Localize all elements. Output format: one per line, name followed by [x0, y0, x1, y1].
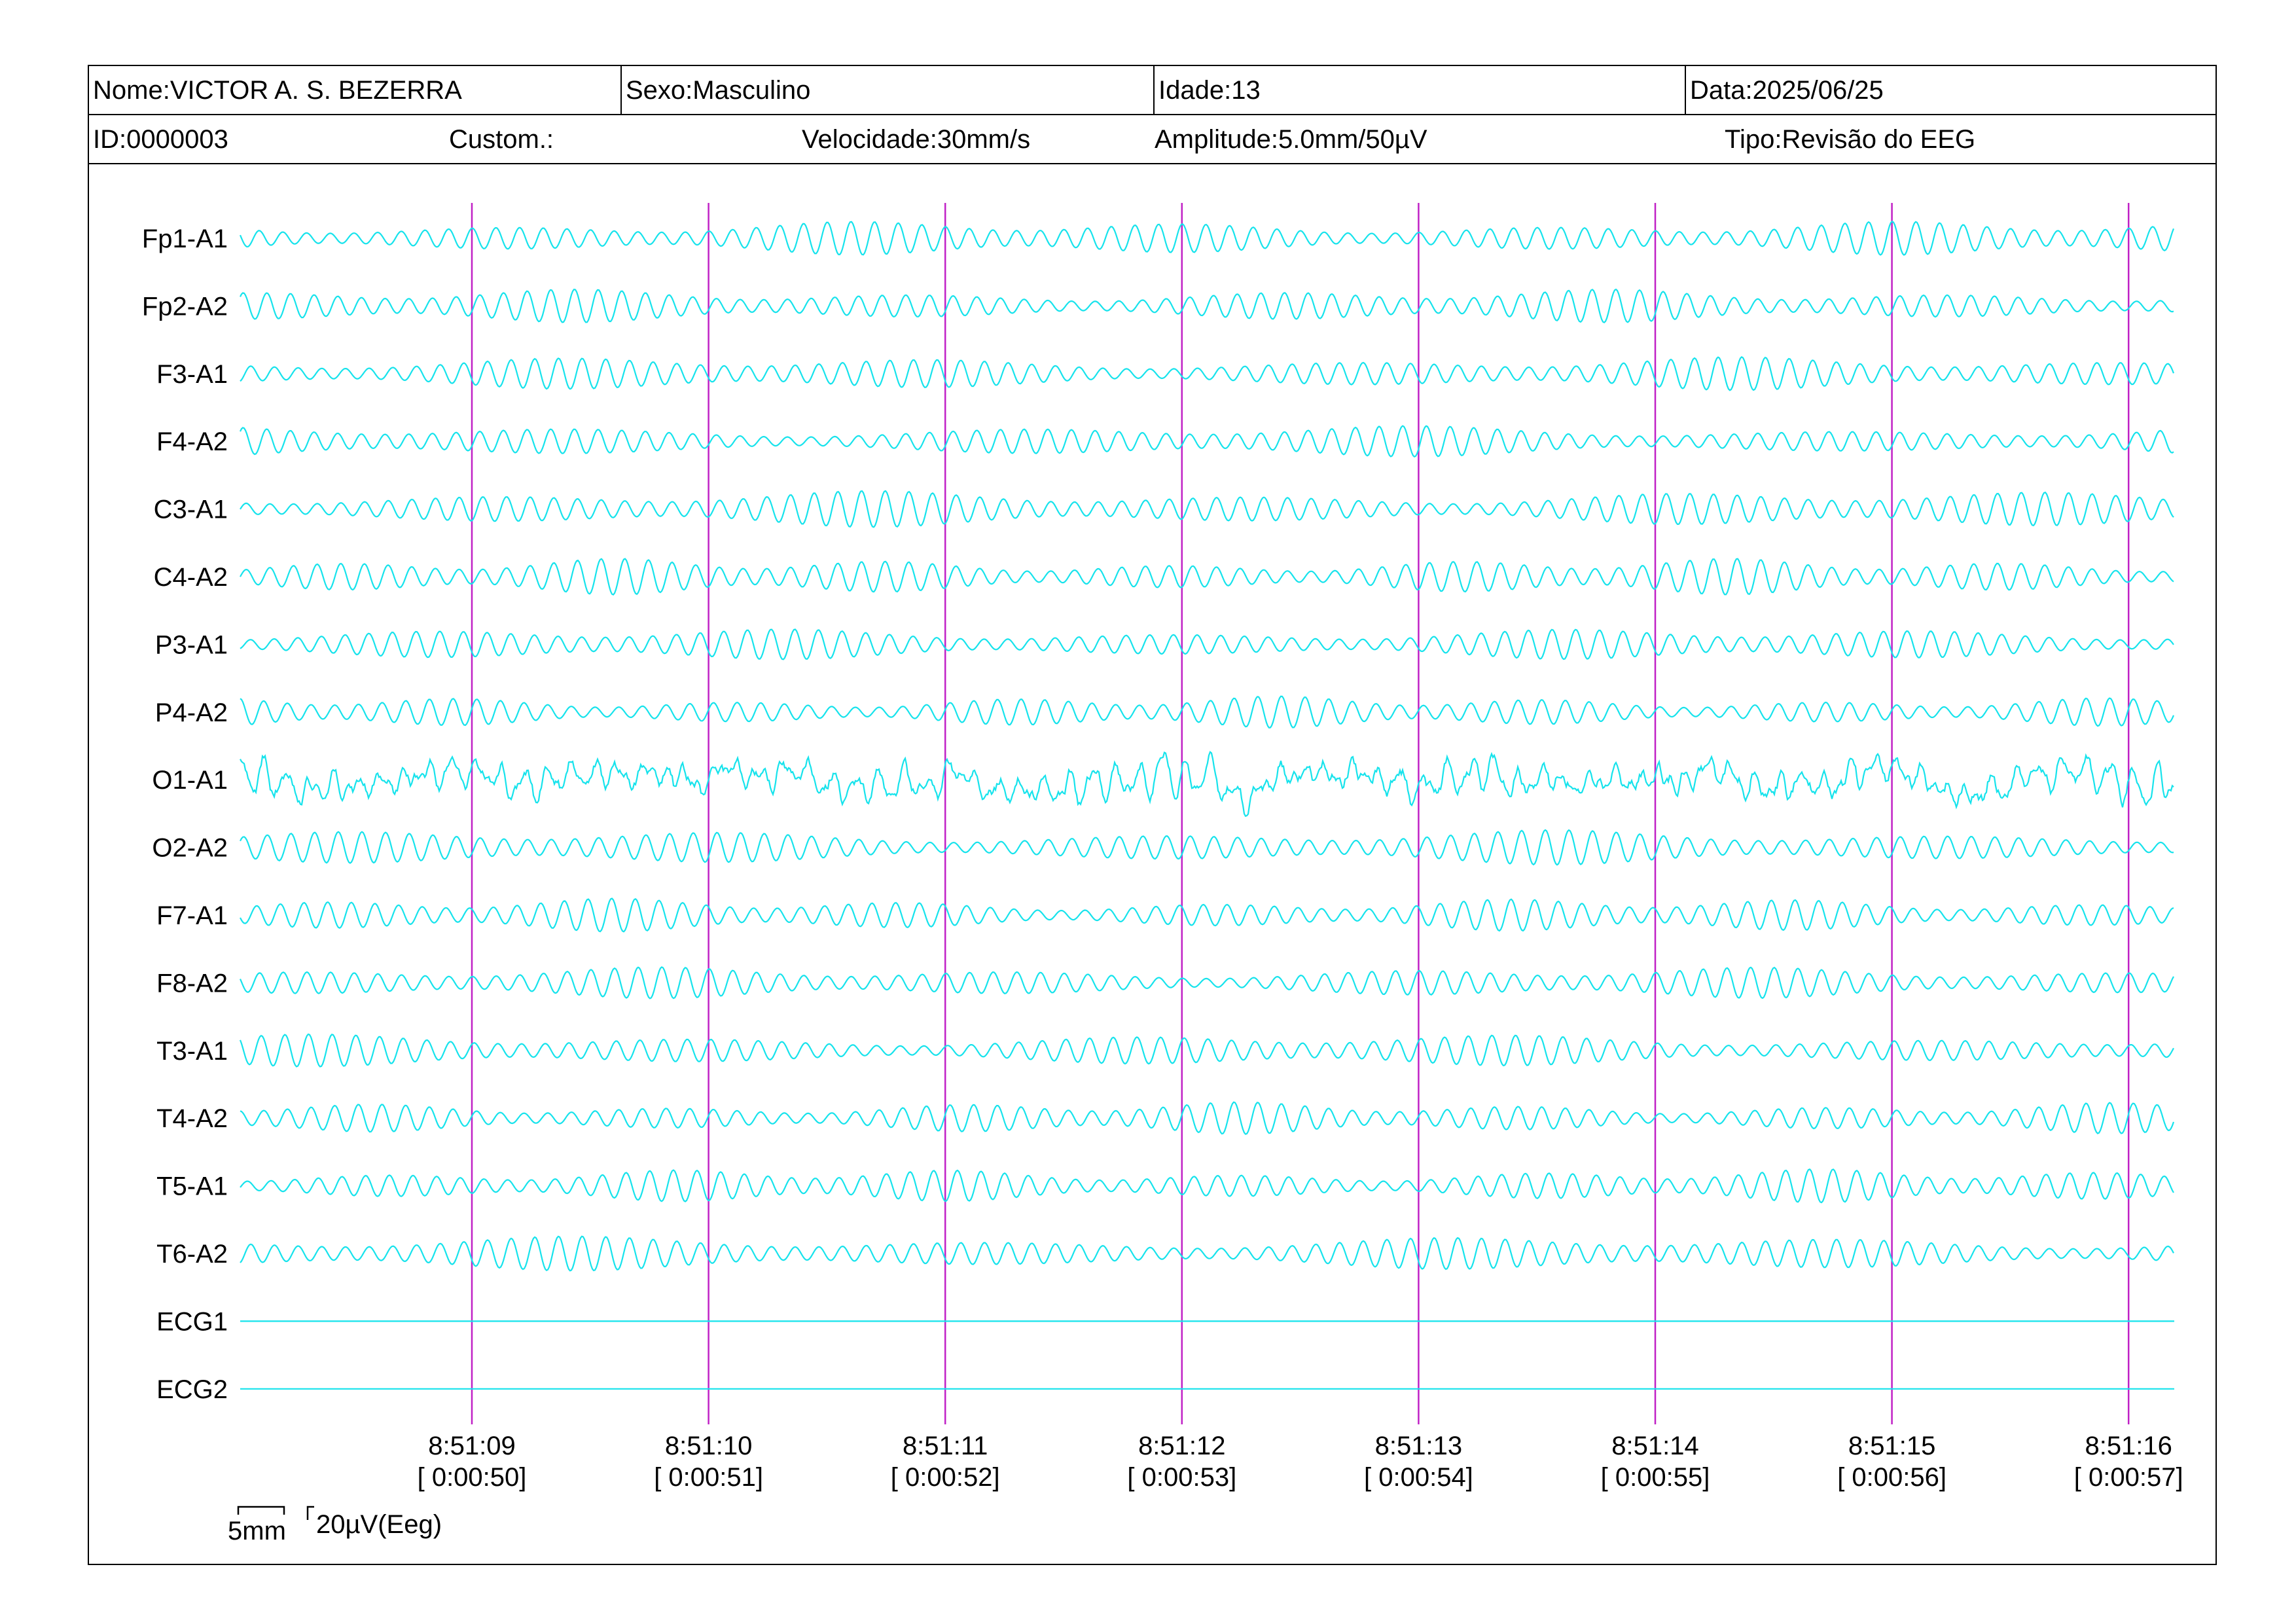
- time-clock-label: 8:51:16: [2085, 1432, 2172, 1460]
- channel-label: C4-A2: [154, 563, 228, 592]
- channel-label: O1-A1: [152, 766, 228, 795]
- record-type: Tipo:Revisão do EEG: [1725, 125, 1976, 154]
- patient-sex: Sexo:Masculino: [620, 66, 1153, 114]
- channel-label: O2-A2: [152, 834, 228, 863]
- eeg-trace: [240, 750, 2174, 818]
- patient-id: ID:0000003: [93, 125, 228, 154]
- time-elapsed-label: [ 0:00:53]: [1127, 1463, 1236, 1492]
- time-elapsed-label: [ 0:00:56]: [1837, 1463, 1946, 1492]
- eeg-report: Nome:VICTOR A. S. BEZERRA Sexo:Masculino…: [88, 65, 2217, 1565]
- channel-label: F4-A2: [156, 427, 228, 456]
- time-scale-label: 5mm: [228, 1517, 286, 1545]
- time-labels: 8:51:09 [ 0:00:50] 8:51:10 [ 0:00:51] 8:51:1…: [418, 1432, 2183, 1492]
- eeg-traces: [239, 220, 2175, 1390]
- exam-date: Data:2025/06/25: [1685, 66, 2215, 114]
- channel-label: ECG1: [156, 1307, 228, 1336]
- eeg-trace: [240, 425, 2174, 458]
- eeg-trace: [240, 695, 2175, 729]
- eeg-trace: [240, 558, 2174, 596]
- time-elapsed-label: [ 0:00:50]: [418, 1463, 527, 1492]
- time-elapsed-label: [ 0:00:57]: [2074, 1463, 2183, 1492]
- eeg-trace: [240, 356, 2175, 391]
- time-clock-label: 8:51:15: [1848, 1432, 1935, 1460]
- time-clock-label: 8:51:09: [428, 1432, 515, 1460]
- channel-label: P3-A1: [155, 630, 228, 659]
- channel-labels: Fp1-A1 Fp2-A2 F3-A1 F4-A2 C3-A1 C4-A2 P3-A1 P4-…: [142, 225, 228, 1404]
- scale-bar: 5mm 20µV(Eeg): [228, 1506, 442, 1545]
- time-elapsed-label: [ 0:00:54]: [1364, 1463, 1473, 1492]
- time-clock-label: 8:51:10: [665, 1432, 752, 1460]
- channel-label: Fp2-A2: [142, 292, 228, 321]
- time-elapsed-label: [ 0:00:52]: [891, 1463, 1000, 1492]
- time-scale-bracket: [237, 1506, 285, 1515]
- eeg-trace: [240, 1235, 2174, 1272]
- eeg-trace: [240, 628, 2174, 660]
- channel-label: T6-A2: [156, 1240, 228, 1269]
- eeg-trace: [240, 490, 2174, 528]
- patient-age: Idade:13: [1153, 66, 1685, 114]
- time-clock-label: 8:51:13: [1375, 1432, 1462, 1460]
- eeg-trace: [240, 1101, 2175, 1135]
- eeg-trace: [240, 1168, 2174, 1204]
- channel-label: P4-A2: [155, 698, 228, 727]
- eeg-trace: [239, 1033, 2174, 1068]
- time-markers: [471, 203, 2130, 1424]
- patient-name: Nome:VICTOR A. S. BEZERRA: [93, 76, 462, 105]
- channel-label: C3-A1: [154, 496, 228, 524]
- time-clock-label: 8:51:14: [1611, 1432, 1698, 1460]
- time-clock-label: 8:51:11: [903, 1432, 988, 1460]
- custom-field: Custom.:: [449, 125, 554, 154]
- channel-label: T4-A2: [156, 1104, 228, 1133]
- amplitude-scale-label: 20µV(Eeg): [316, 1510, 442, 1539]
- eeg-trace: [240, 288, 2174, 324]
- channel-label: F8-A2: [156, 969, 228, 998]
- channel-label: ECG2: [156, 1375, 228, 1404]
- time-elapsed-label: [ 0:00:55]: [1601, 1463, 1710, 1492]
- channel-label: T5-A1: [156, 1172, 228, 1201]
- sweep-speed: Velocidade:30mm/s: [802, 125, 1031, 154]
- amplitude-setting: Amplitude:5.0mm/50µV: [1155, 125, 1427, 154]
- eeg-trace: [240, 829, 2174, 866]
- amplitude-scale-bracket: [306, 1506, 314, 1520]
- eeg-trace: [240, 897, 2174, 933]
- time-elapsed-label: [ 0:00:51]: [654, 1463, 763, 1492]
- channel-label: F3-A1: [156, 360, 228, 389]
- eeg-trace: [239, 966, 2174, 1000]
- channel-label: T3-A1: [156, 1037, 228, 1066]
- eeg-trace: [239, 220, 2175, 256]
- header-row-patient: Nome:VICTOR A. S. BEZERRA Sexo:Masculino…: [89, 66, 2215, 115]
- header-row-settings: ID:0000003 Custom.: Velocidade:30mm/s Am…: [89, 115, 2215, 164]
- channel-label: Fp1-A1: [142, 225, 228, 253]
- channel-label: F7-A1: [156, 901, 228, 930]
- time-clock-label: 8:51:12: [1138, 1432, 1225, 1460]
